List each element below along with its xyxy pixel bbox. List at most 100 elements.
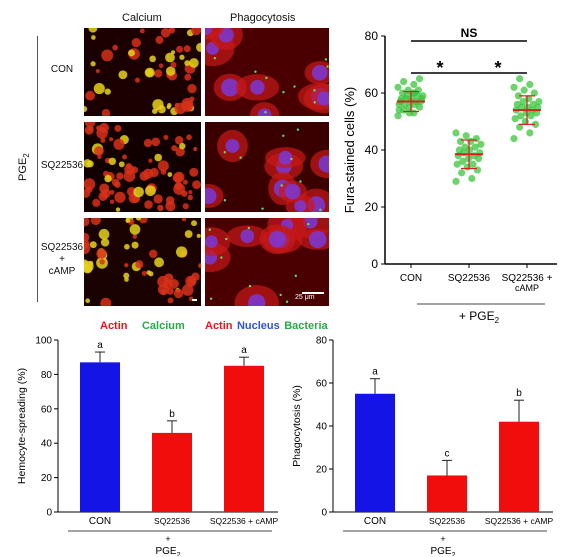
cell-mark [175,246,188,258]
y-tick-label: 40 [41,439,53,450]
data-point [452,129,460,137]
data-point [400,78,408,86]
legend-nucleus: Nucleus [236,320,280,332]
cell-mark [196,233,201,238]
column-header-calcium: Calcium [122,12,162,24]
data-point [516,75,524,83]
data-point [415,75,424,83]
x-tick-label: CON [364,516,386,527]
nucleus-mark [240,229,255,244]
y-tick-label: 0 [371,257,378,271]
cell-mark [85,298,91,304]
cell-mark [151,137,161,147]
bacteria-mark [279,293,282,297]
group-label-text: PGE [16,157,29,181]
cell-mark [129,224,141,235]
group-label-subscript: 2 [22,153,32,158]
group-bracket [37,36,38,302]
data-point [453,160,461,168]
nucleus-mark [205,235,218,248]
cell-mark [84,232,90,242]
y-tick-label: 60 [41,404,53,415]
bacteria-mark [209,297,213,300]
cell-mark [184,73,192,81]
data-point [531,120,540,128]
micrograph-phago-sq22536 [205,122,329,212]
nucleus-mark [221,78,240,97]
significance-letter: c [445,448,450,459]
bacteria-mark [313,89,316,92]
cell-mark [132,234,138,239]
row-label-con: CON [42,64,82,76]
significance-letter: a [241,345,247,356]
cell-mark [176,45,184,53]
bacteria-mark [293,85,296,88]
bar [224,365,264,512]
row-label-line: cAMP [48,266,76,277]
bacteria-mark [223,199,227,202]
cell-mark [189,58,199,68]
cell-mark [133,186,144,198]
bacteria-mark [280,184,283,187]
legend-phagocytosis-column: Actin Nucleus Bacteria [205,316,328,334]
group-label: + PGE2 [459,309,500,325]
cell-mark [101,49,114,62]
x-tick-label: CON [400,273,422,284]
cell-mark [109,137,114,142]
legend-calcium: Calcium [141,320,185,332]
cell-mark [160,169,167,175]
y-tick-label: 80 [41,370,53,381]
bacteria-mark [299,180,302,183]
cell-mark [152,99,164,111]
cell-mark [157,275,169,288]
nucleus-mark [248,294,266,306]
cell-mark [187,84,197,94]
y-tick-label: 20 [365,200,379,214]
cell-mark [155,35,164,44]
significance-label: NS [461,26,478,40]
data-point [419,92,427,100]
x-tick-label: SQ22536 + cAMP [485,516,554,526]
data-point [394,83,402,91]
data-point [514,92,523,100]
x-tick-label: SQ22536 + [502,273,553,284]
nucleus-mark [225,139,240,153]
cell-mark [114,124,122,132]
data-point [526,80,534,89]
data-point [452,177,460,185]
cell-mark [100,238,110,247]
cell-mark [174,136,184,145]
bacteria-mark [220,256,223,259]
data-point [530,89,538,97]
nucleus-mark [250,80,265,95]
cell-mark [181,218,187,222]
group-label-pge2: PGE2 [17,147,31,187]
legend-actin: Actin [100,320,128,332]
data-point [469,160,477,168]
data-point [477,140,485,148]
cell-mark [154,69,163,78]
cell-mark [145,185,156,197]
data-point [520,86,528,94]
phagocytosis-bar-chart: 0 20 40 60 80 Phagocytosis (%) a CON c SQ22536 b SQ… [291,336,554,557]
cell-mark [131,37,141,48]
nucleus-mark [318,155,329,173]
cell-mark [157,160,169,172]
cell-mark [108,157,117,166]
bacteria-mark [247,226,251,230]
data-point [411,89,419,97]
data-point [473,166,482,174]
data-point [410,80,418,89]
cell-mark [167,297,174,304]
y-tick-label: 60 [316,379,328,390]
y-tick-label: 80 [365,29,379,43]
bacteria-mark [225,237,228,241]
data-point [459,157,467,165]
cell-mark [84,242,91,255]
data-point [458,169,466,177]
data-point [535,97,543,106]
bar [355,393,395,512]
cell-mark [193,146,198,152]
cell-mark [160,28,171,38]
group-label: PGE2 [155,546,180,556]
